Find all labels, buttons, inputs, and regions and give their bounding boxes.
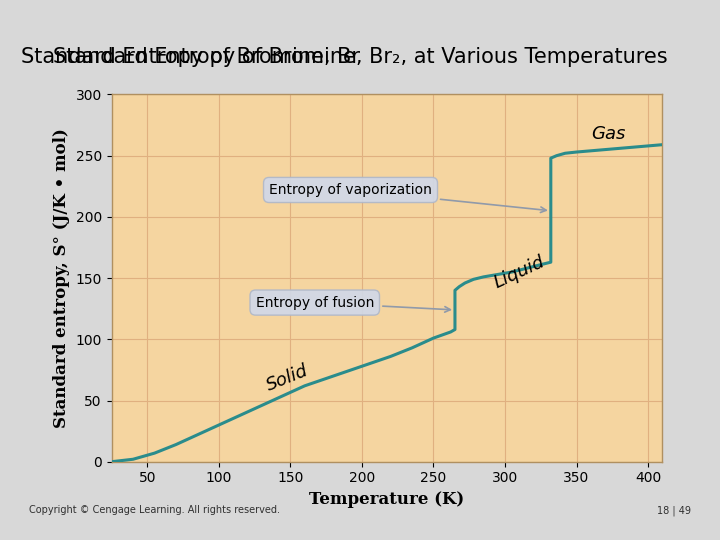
Text: Standard Entropy of Bromine, Br₂, at Various Temperatures: Standard Entropy of Bromine, Br₂, at Var… xyxy=(53,46,667,67)
X-axis label: Temperature (K): Temperature (K) xyxy=(310,491,464,508)
Text: Liquid: Liquid xyxy=(491,252,548,292)
Text: 18 | 49: 18 | 49 xyxy=(657,505,691,516)
Text: Entropy of vaporization: Entropy of vaporization xyxy=(269,183,546,212)
Text: Gas: Gas xyxy=(591,125,625,143)
Text: Solid: Solid xyxy=(264,362,311,395)
Text: Standard Entropy of Bromine, Br: Standard Entropy of Bromine, Br xyxy=(21,46,360,67)
Y-axis label: Standard entropy, S° (J/K • mol): Standard entropy, S° (J/K • mol) xyxy=(53,128,70,428)
Text: Copyright © Cengage Learning. All rights reserved.: Copyright © Cengage Learning. All rights… xyxy=(29,505,280,515)
Text: Entropy of fusion: Entropy of fusion xyxy=(256,295,450,312)
